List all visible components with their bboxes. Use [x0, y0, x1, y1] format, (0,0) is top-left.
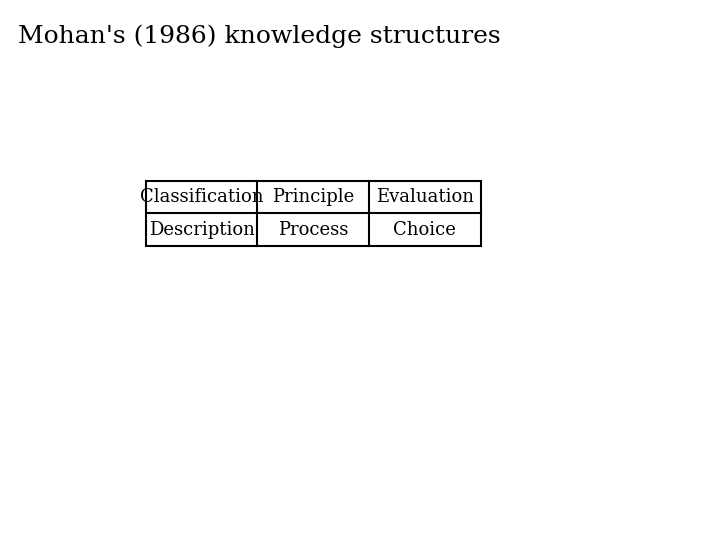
Text: Evaluation: Evaluation [376, 188, 474, 206]
Text: Mohan's (1986) knowledge structures: Mohan's (1986) knowledge structures [18, 24, 500, 48]
Text: Process: Process [278, 220, 348, 239]
Text: Description: Description [148, 220, 255, 239]
Bar [145, 181, 481, 246]
Text: Classification: Classification [140, 188, 264, 206]
Text: Choice: Choice [393, 220, 456, 239]
Text: Principle: Principle [272, 188, 354, 206]
